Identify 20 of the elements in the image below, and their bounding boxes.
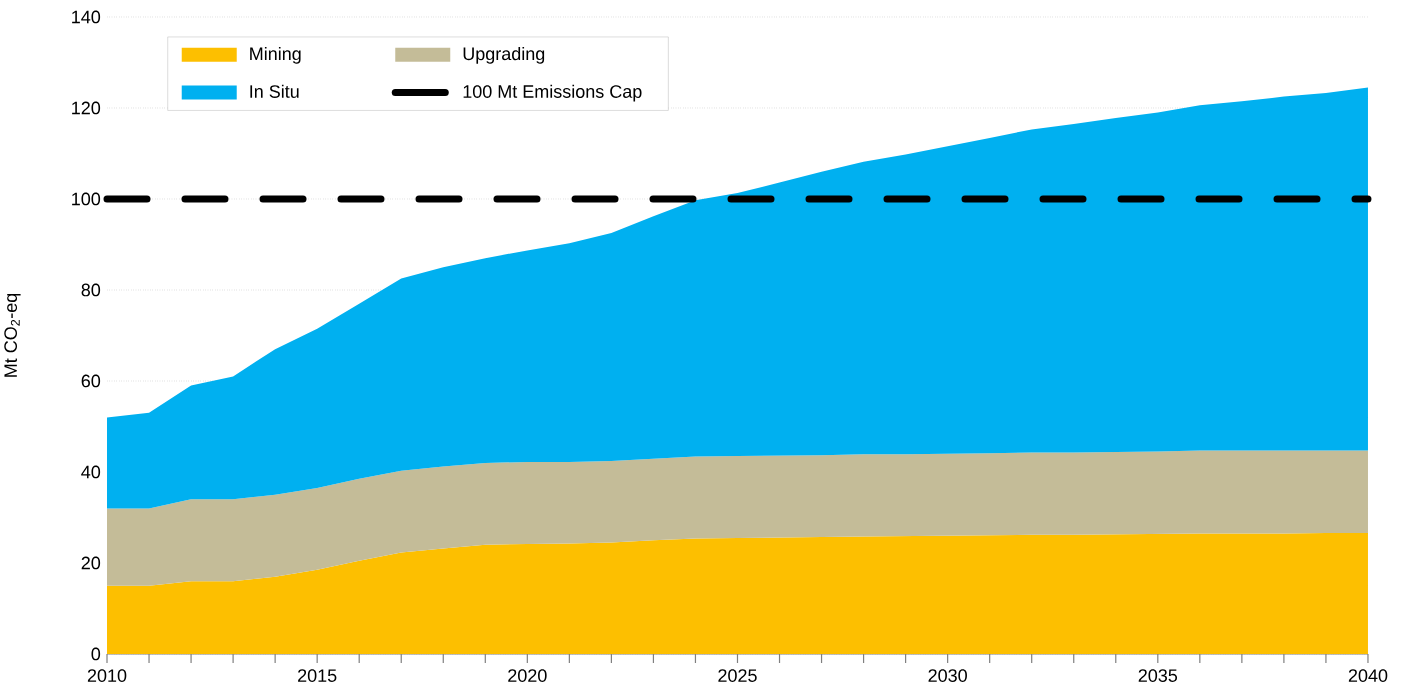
legend-label: Upgrading <box>463 46 545 64</box>
x-tick-label: 2010 <box>87 669 127 682</box>
x-tick-label: 2030 <box>928 669 967 682</box>
x-tick-label: 2020 <box>508 669 547 682</box>
y-tick-label: 80 <box>81 283 101 297</box>
y-axis-title: Mt CO$_{2}$-eq <box>4 293 21 377</box>
legend-label: 100 Mt Emissions Cap <box>463 84 642 102</box>
x-tick-label: 2040 <box>1348 669 1388 682</box>
y-tick-label: 40 <box>81 465 101 479</box>
y-tick-label: 100 <box>72 192 101 206</box>
x-tick-label: 2035 <box>1138 669 1178 682</box>
legend-label: In Situ <box>250 84 299 98</box>
y-tick-label: 140 <box>72 10 101 24</box>
y-tick-label: 20 <box>81 556 101 570</box>
y-tick-label: 0 <box>91 647 101 661</box>
y-tick-label: 120 <box>72 101 101 115</box>
legend-label: Mining <box>250 46 301 64</box>
y-tick-label: 60 <box>81 374 101 388</box>
x-tick-label: 2015 <box>298 669 337 682</box>
x-tick-label: 2025 <box>718 669 757 682</box>
